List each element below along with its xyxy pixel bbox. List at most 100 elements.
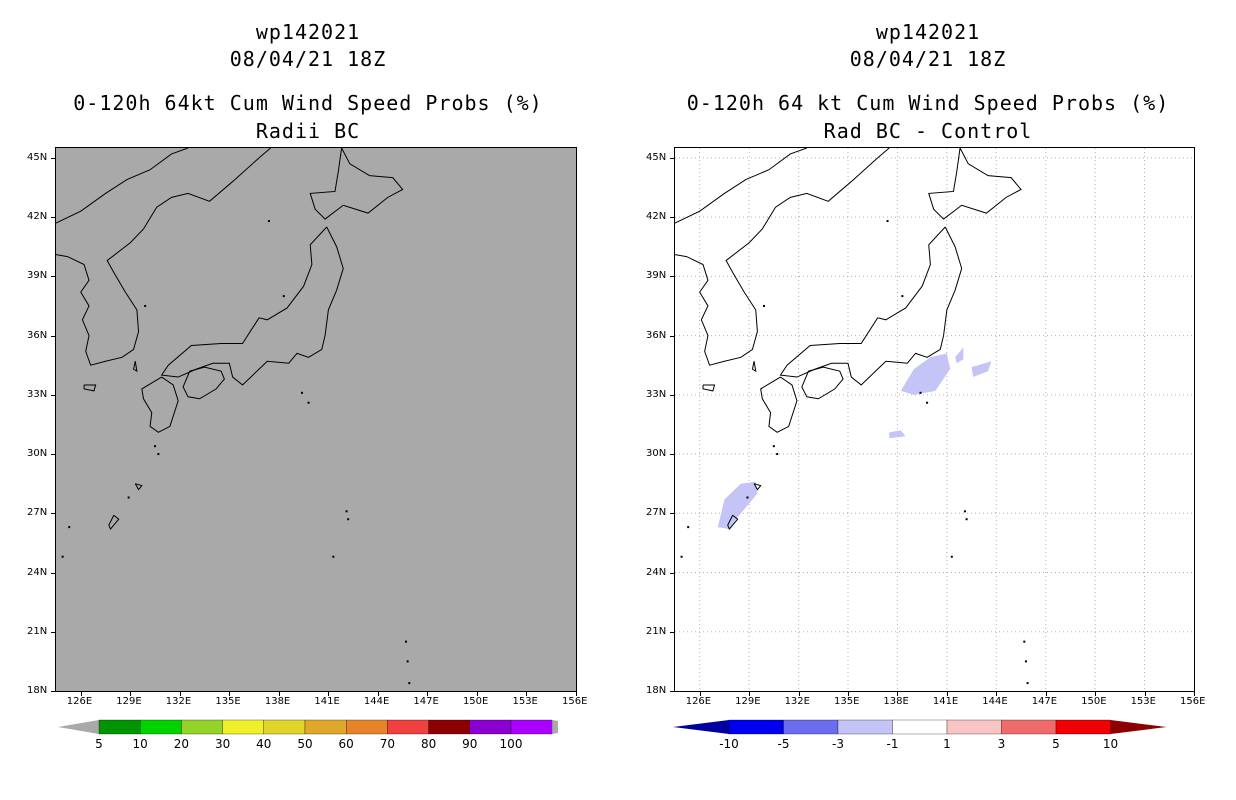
island (157, 453, 160, 456)
coastline (779, 226, 963, 386)
right-map-canvas (675, 148, 1194, 691)
coastline (56, 148, 189, 224)
coastline (134, 483, 143, 491)
lon-tick (1095, 692, 1097, 696)
coastline (141, 376, 179, 433)
lat-tick (670, 691, 674, 692)
lon-label: 126E (685, 696, 712, 707)
lat-label: 36N (27, 329, 48, 341)
lat-label: 21N (646, 625, 667, 637)
island (926, 401, 929, 404)
colorbar-segment (387, 719, 429, 735)
colorbar-segment (346, 719, 388, 735)
probability-difference-area (889, 430, 906, 439)
lat-tick (51, 217, 55, 219)
island (408, 682, 411, 685)
lon-label: 153E (1130, 696, 1156, 707)
island (68, 526, 71, 529)
left-subtitle: Radii BC (255, 119, 361, 143)
left-storm-id: wp142021 (255, 20, 361, 44)
probability-difference-area (717, 481, 758, 530)
colorbar-max-triangle (1110, 720, 1167, 734)
lat-label: 30N (646, 448, 667, 460)
island (332, 555, 335, 558)
lon-label: 147E (1031, 696, 1058, 707)
lat-tick (670, 276, 674, 278)
lon-label: 156E (1180, 696, 1206, 707)
coastline (751, 361, 757, 373)
lat-label: 27N (27, 507, 48, 519)
left-colorbar (58, 719, 558, 735)
lat-tick (51, 691, 55, 692)
colorbar-segment (469, 719, 512, 735)
lon-tick (996, 692, 998, 696)
lat-tick (51, 572, 55, 574)
lat-tick (670, 394, 674, 396)
lon-label: 129E (116, 696, 142, 707)
lat-label: 39N (646, 270, 667, 282)
island (127, 496, 130, 499)
lon-tick (476, 692, 478, 696)
island (762, 304, 765, 307)
colorbar-label: -1 (886, 737, 899, 751)
colorbar-segment (1001, 719, 1057, 735)
coastline (675, 148, 890, 366)
lat-label: 42N (646, 211, 667, 223)
right-storm-id: wp142021 (875, 20, 981, 44)
island (1026, 682, 1029, 685)
island (965, 518, 968, 521)
lon-tick (1194, 692, 1195, 696)
colorbar-label: 30 (214, 737, 231, 751)
coastline (309, 148, 404, 220)
colorbar-label: 80 (420, 737, 437, 751)
island (919, 391, 922, 394)
colorbar-label: -10 (719, 737, 739, 751)
island (307, 401, 310, 404)
lat-label: 42N (27, 211, 48, 223)
island (950, 555, 953, 558)
lon-label: 132E (784, 696, 810, 707)
lon-label: 144E (363, 696, 390, 707)
lon-tick (897, 692, 899, 696)
island (300, 391, 303, 394)
colorbar-segment (946, 719, 1002, 735)
lat-label: 33N (646, 388, 667, 400)
lat-label: 18N (27, 685, 48, 696)
lon-tick (848, 692, 849, 696)
lat-tick (51, 335, 55, 337)
lon-tick (576, 692, 577, 696)
island (144, 304, 147, 307)
island (963, 510, 966, 513)
colorbar-label: 10 (132, 737, 148, 751)
colorbar-segment (428, 719, 470, 735)
lon-tick (377, 692, 379, 696)
lat-label: 36N (646, 329, 667, 341)
island (886, 220, 889, 223)
coastline (182, 366, 225, 400)
coastline (675, 148, 807, 224)
island (347, 518, 350, 521)
left-datetime: 08/04/21 18Z (229, 47, 387, 71)
lon-label: 126E (66, 696, 93, 707)
lon-tick (946, 692, 948, 696)
right-difference-map (674, 147, 1195, 692)
lon-tick (130, 692, 132, 696)
lat-label: 24N (646, 566, 667, 578)
colorbar-label: 5 (1052, 737, 1060, 751)
left-probability-map (55, 147, 577, 692)
lon-tick (798, 692, 800, 696)
right-datetime: 08/04/21 18Z (849, 47, 1007, 71)
lat-label: 45N (27, 151, 48, 163)
colorbar-label: 1 (943, 737, 951, 751)
colorbar-label: 5 (95, 737, 103, 751)
island (154, 445, 157, 448)
colorbar-label: -3 (832, 737, 844, 751)
left-title: 0-120h 64kt Cum Wind Speed Probs (%) (73, 91, 543, 115)
coastline (83, 384, 97, 392)
right-title: 0-120h 64 kt Cum Wind Speed Probs (%) (686, 91, 1170, 115)
lon-label: 153E (512, 696, 538, 707)
probability-difference-area (955, 347, 964, 364)
colorbar-max-triangle (552, 720, 558, 734)
coastline (753, 483, 762, 491)
colorbar-segment (783, 719, 839, 735)
